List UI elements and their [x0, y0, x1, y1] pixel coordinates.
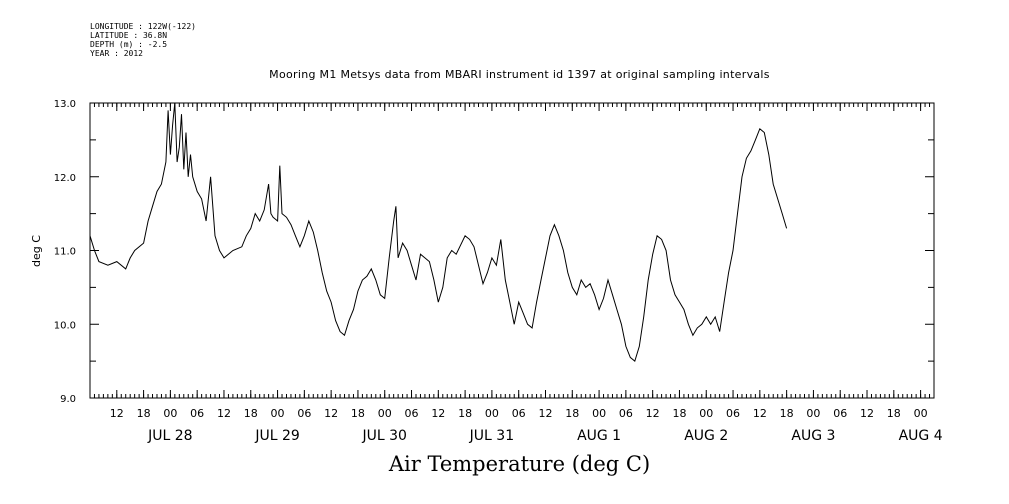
x-hour-tick-label: 00 — [592, 407, 606, 420]
x-hour-tick-label: 06 — [833, 407, 847, 420]
y-tick-label: 12.0 — [54, 173, 76, 184]
x-hour-tick-label: 06 — [297, 407, 311, 420]
x-hour-tick-label: 06 — [190, 407, 204, 420]
x-hour-tick-label: 06 — [512, 407, 526, 420]
x-hour-tick-label: 00 — [485, 407, 499, 420]
y-tick-label: 10.0 — [54, 320, 76, 331]
chart-title: Mooring M1 Metsys data from MBARI instru… — [269, 68, 770, 81]
x-hour-tick-label: 12 — [860, 407, 874, 420]
x-hour-tick-label: 00 — [806, 407, 820, 420]
y-axis-label: deg C — [30, 235, 43, 267]
x-hour-tick-label: 18 — [244, 407, 258, 420]
x-hour-tick-label: 00 — [378, 407, 392, 420]
x-hour-tick-label: 12 — [646, 407, 660, 420]
y-tick-label: 13.0 — [54, 99, 76, 110]
x-day-label: AUG 4 — [899, 428, 943, 444]
depth-text: DEPTH (m) : -2.5 — [90, 40, 168, 49]
x-hour-tick-label: 06 — [405, 407, 419, 420]
x-hour-tick-label: 18 — [351, 407, 365, 420]
x-hour-tick-label: 18 — [458, 407, 472, 420]
x-hour-tick-label: 12 — [217, 407, 231, 420]
x-day-label: JUL 29 — [254, 428, 299, 444]
x-hour-tick-label: 12 — [324, 407, 338, 420]
x-day-label: JUL 28 — [147, 428, 192, 444]
x-hour-tick-label: 12 — [110, 407, 124, 420]
x-day-label: AUG 2 — [684, 428, 728, 444]
x-hour-tick-label: 12 — [431, 407, 445, 420]
x-hour-tick-label: 06 — [619, 407, 633, 420]
x-hour-tick-label: 12 — [753, 407, 767, 420]
x-hour-tick-label: 18 — [780, 407, 794, 420]
air-temperature-series — [89, 102, 788, 362]
metadata-block: LONGITUDE : 122W(-122) LATITUDE : 36.8N … — [90, 22, 196, 58]
x-day-label: AUG 3 — [791, 428, 835, 444]
x-hour-tick-label: 00 — [699, 407, 713, 420]
axis-labels: 12 18 00 06 12 18 00 06 12 18 00 06 12 18 00 06 12 18 00 06… — [54, 99, 943, 444]
y-tick-label: 9.0 — [60, 394, 76, 405]
x-hour-tick-label: 12 — [538, 407, 552, 420]
x-hour-tick-label: 18 — [565, 407, 579, 420]
x-hour-tick-label: 00 — [914, 407, 928, 420]
y-tick-label: 11.0 — [54, 247, 76, 258]
x-day-label: JUL 30 — [362, 428, 407, 444]
x-hour-tick-label: 06 — [726, 407, 740, 420]
axis-ticks — [89, 102, 935, 399]
x-hour-tick-label: 18 — [887, 407, 901, 420]
x-hour-tick-label: 18 — [672, 407, 686, 420]
longitude-text: LONGITUDE : 122W(-122) — [90, 22, 196, 31]
x-hour-tick-label: 00 — [271, 407, 285, 420]
x-hour-tick-label: 00 — [163, 407, 177, 420]
year-text: YEAR : 2012 — [90, 49, 143, 58]
x-day-label: AUG 1 — [577, 428, 621, 444]
plot-frame — [89, 102, 935, 399]
latitude-text: LATITUDE : 36.8N — [90, 31, 168, 40]
x-day-label: JUL 31 — [469, 428, 514, 444]
x-hour-tick-label: 18 — [137, 407, 151, 420]
chart-subtitle: Air Temperature (deg C) — [388, 452, 651, 476]
